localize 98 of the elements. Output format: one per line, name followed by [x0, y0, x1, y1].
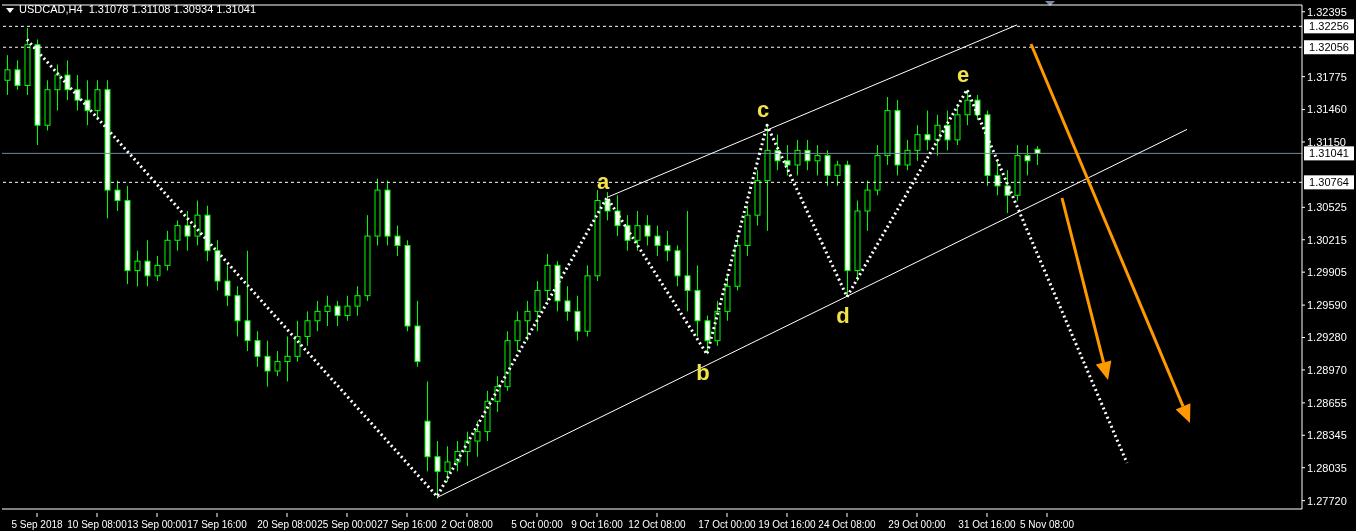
candlestick [564, 285, 571, 322]
candlestick [264, 340, 271, 388]
data-label: d [836, 302, 850, 328]
candlestick [224, 264, 231, 307]
candlestick [274, 350, 281, 377]
candlestick [194, 200, 201, 246]
candlestick [934, 114, 941, 157]
candlestick [294, 320, 301, 363]
candlestick [334, 300, 341, 327]
y-tick-label: 1.29905 [1307, 266, 1347, 279]
ref-line-label: 1.32256 [1309, 20, 1349, 33]
candlestick [634, 210, 641, 252]
candlestick [454, 440, 461, 472]
candlestick [814, 144, 821, 176]
x-tick-label: 17 Sep 16:00 [187, 519, 248, 530]
x-tick-label: 24 Oct 08:00 [818, 519, 877, 530]
candlestick [864, 180, 871, 232]
candlestick [394, 225, 401, 257]
y-tick-label: 1.28970 [1307, 363, 1347, 376]
candlestick [174, 219, 181, 252]
x-tick-label: 2 Oct 08:00 [441, 519, 494, 530]
x-tick-label: 25 Sep 00:00 [317, 519, 378, 530]
y-tick-label: 1.31150 [1307, 135, 1346, 148]
candlestick [684, 210, 691, 312]
x-tick-label: 5 Sep 2018 [11, 519, 64, 530]
data-label: a [596, 169, 610, 195]
candlestick [244, 250, 251, 352]
candlestick [784, 144, 791, 176]
candlestick [804, 139, 811, 171]
candlestick [644, 214, 651, 246]
candlestick [84, 79, 91, 126]
candlestick [254, 330, 261, 368]
candlestick [774, 134, 781, 171]
y-tick-label: 1.28655 [1307, 396, 1347, 409]
candlestick [284, 335, 291, 382]
candlestick [574, 295, 581, 342]
candlestick [14, 59, 21, 91]
candlestick [54, 64, 61, 112]
candlestick [514, 310, 521, 352]
candlestick [704, 315, 711, 355]
candlestick [304, 310, 311, 347]
data-label: c [756, 97, 770, 123]
candlestick [944, 110, 951, 151]
candlestick [924, 110, 931, 151]
x-tick-label: 10 Sep 08:00 [67, 519, 128, 530]
y-tick-label: 1.28345 [1307, 429, 1347, 442]
candlestick [4, 54, 11, 96]
candlestick [474, 420, 481, 458]
candlestick [64, 59, 71, 101]
x-tick-label: 5 Oct 00:00 [511, 519, 564, 530]
x-tick-label: 5 Nov 08:00 [1020, 519, 1075, 530]
candlestick [344, 295, 351, 322]
candlestick [1024, 144, 1031, 176]
ref-line-label: 1.32056 [1309, 41, 1349, 54]
y-tick-label: 1.30215 [1307, 233, 1347, 246]
candlestick [624, 214, 631, 252]
y-tick-label: 1.27720 [1307, 494, 1347, 507]
candlestick [444, 445, 451, 483]
candlestick [134, 250, 141, 287]
x-tick-label: 13 Sep 00:00 [127, 519, 188, 530]
x-tick-label: 31 Oct 16:00 [958, 519, 1017, 530]
ref-line-label: 1.30764 [1309, 176, 1349, 189]
candlestick [834, 160, 841, 187]
y-tick-label: 1.30525 [1307, 201, 1347, 214]
candlestick [654, 225, 661, 257]
candlestick [974, 94, 981, 121]
data-label: e [956, 61, 970, 87]
y-tick-label: 1.29590 [1307, 299, 1347, 311]
candlestick [144, 239, 151, 287]
y-tick-label: 1.29280 [1307, 331, 1347, 344]
x-tick-label: 19 Oct 16:00 [758, 519, 817, 530]
candlestick [794, 139, 801, 176]
ref-line-label: 1.31041 [1309, 147, 1349, 160]
y-tick-label: 1.28035 [1307, 461, 1347, 474]
candlestick [524, 300, 531, 342]
candlestick [494, 375, 501, 413]
x-tick-label: 27 Sep 16:00 [377, 519, 438, 530]
candlestick [914, 124, 921, 162]
candlestick [904, 139, 911, 171]
candlestick [324, 295, 331, 327]
x-tick-label: 12 Oct 08:00 [628, 519, 687, 530]
x-tick-label: 9 Oct 16:00 [571, 519, 624, 530]
candlestick [184, 210, 191, 252]
y-tick-label: 1.31460 [1307, 103, 1347, 116]
candlestick [314, 300, 321, 332]
candlestick [154, 255, 161, 282]
x-tick-label: 20 Sep 08:00 [257, 519, 318, 530]
candlestick [664, 230, 671, 262]
y-tick-label: 1.32395 [1307, 5, 1347, 18]
candlestick [354, 285, 361, 317]
x-tick-label: 29 Oct 00:00 [888, 519, 947, 530]
x-tick-label: 17 Oct 00:00 [698, 519, 757, 530]
candlestick [74, 74, 81, 112]
data-label: b [696, 360, 710, 386]
candlestick [534, 280, 541, 332]
y-tick-label: 1.31775 [1307, 70, 1347, 83]
chart-title: USDCAD,H4 1.31078 1.31108 1.30934 1.31041 [19, 3, 257, 15]
candlestick [1004, 169, 1011, 214]
